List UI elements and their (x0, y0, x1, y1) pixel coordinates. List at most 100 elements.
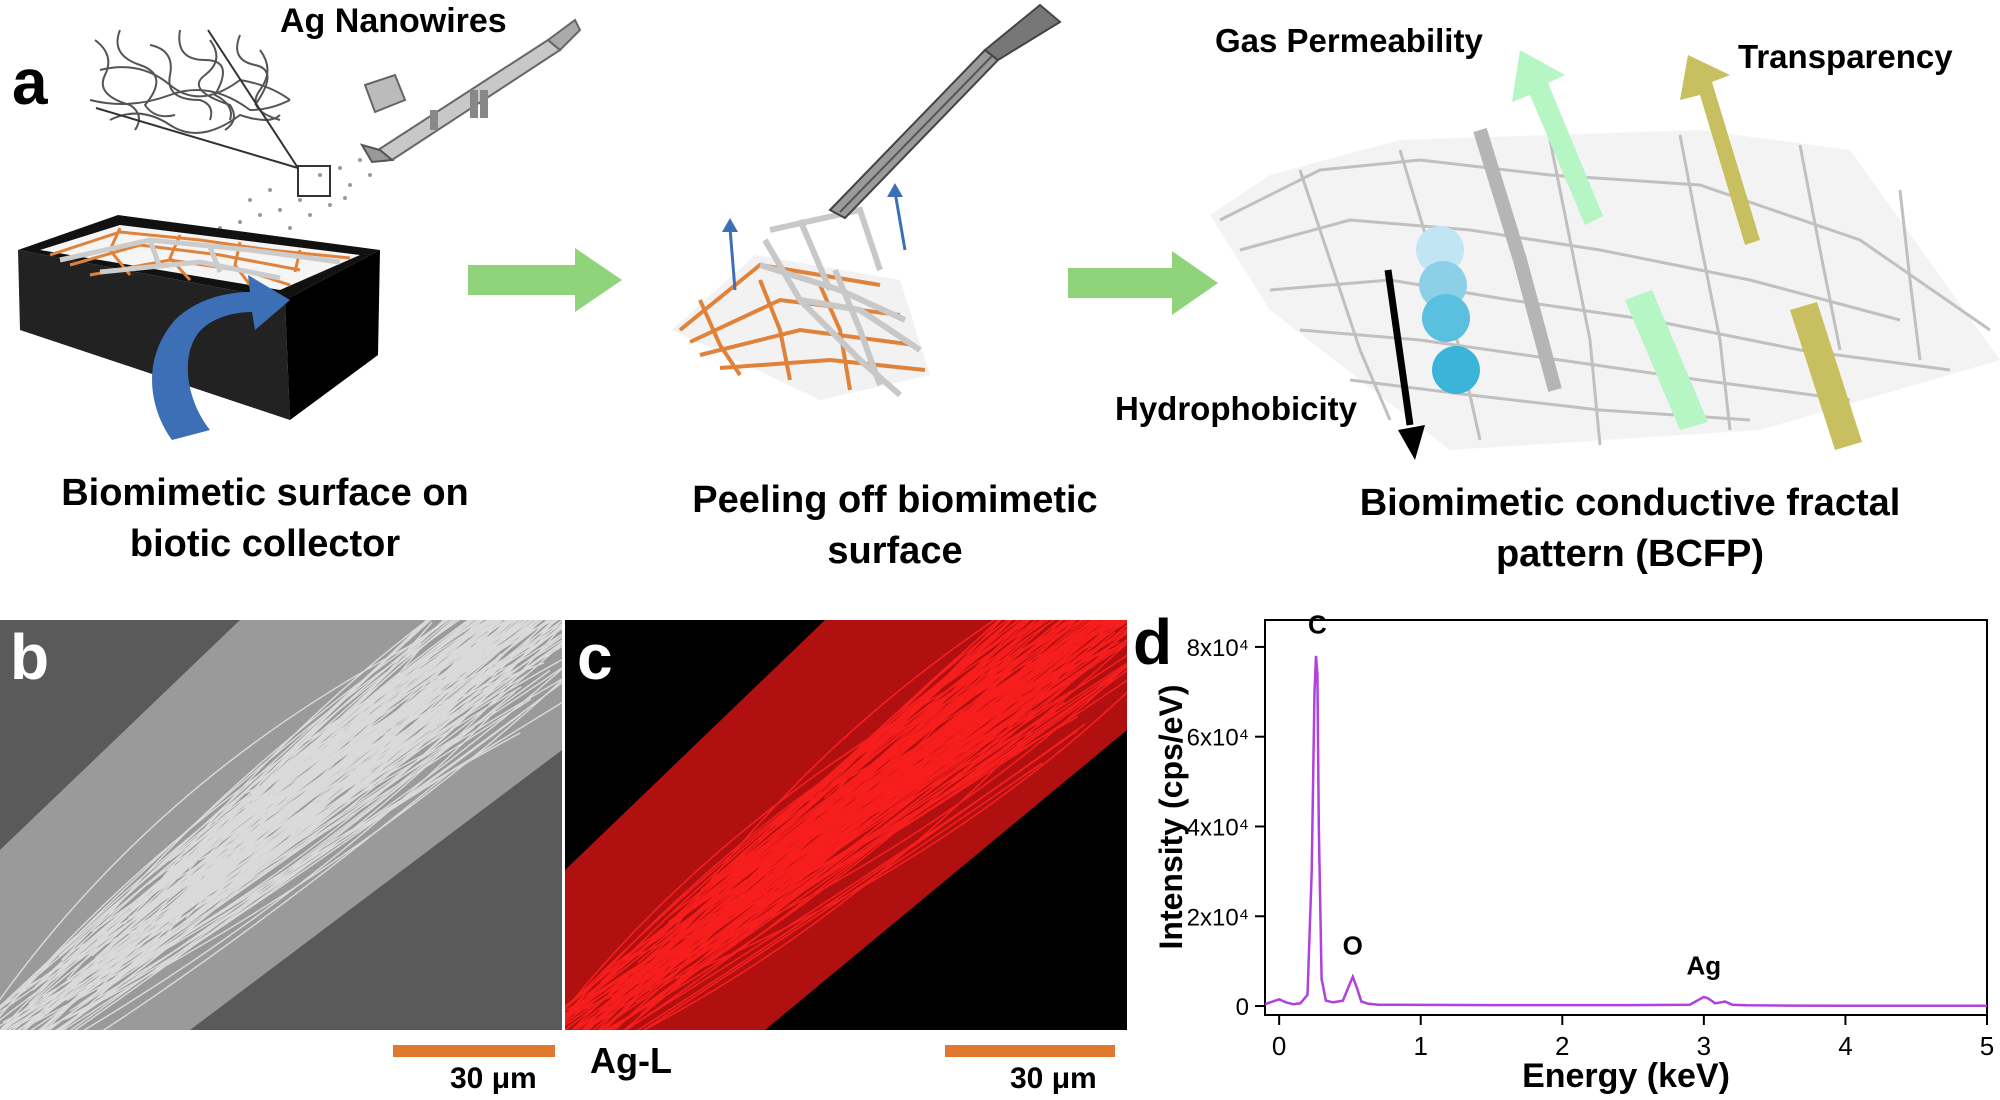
fiber-strand (674, 620, 1102, 957)
fiber-strand (758, 620, 1020, 843)
fiber-strand (807, 620, 1013, 827)
fiber-strand (565, 620, 1081, 1008)
x-tick-label: 3 (1697, 1031, 1711, 1061)
fiber-strand (64, 679, 562, 1021)
flow-arrow-1 (468, 248, 622, 312)
fiber-strand (83, 710, 497, 1030)
y-tick-label: 2x10⁴ (1187, 904, 1249, 931)
fiber-strand (253, 620, 528, 816)
fiber-strand (608, 636, 1030, 1003)
fiber-strand (675, 631, 1116, 987)
fiber-strand (642, 762, 1043, 1030)
fiber-strand (235, 620, 519, 879)
scale-bar-c (945, 1045, 1115, 1057)
fiber-strand (668, 679, 1127, 974)
fiber-strand (225, 620, 470, 838)
fiber-strand (57, 739, 501, 1030)
y-tick-label: 4x10⁴ (1187, 814, 1249, 841)
y-tick-label: 6x10⁴ (1187, 725, 1249, 752)
spray-cloud (198, 158, 387, 234)
fiber-strand (565, 677, 1075, 1019)
fiber-strand (725, 620, 1026, 873)
fiber-strand (113, 701, 562, 980)
peak-annotation-o: O (1343, 930, 1363, 960)
fiber-strand (55, 731, 465, 1030)
fiber-strand (585, 675, 1059, 1030)
fiber-strand (103, 620, 557, 982)
x-tick-label: 1 (1413, 1031, 1427, 1061)
transparency-arrow-top (1680, 55, 1760, 245)
fiber-strand (640, 620, 1074, 995)
panel-c-letter: c (577, 621, 613, 693)
x-tick-label: 4 (1838, 1031, 1852, 1061)
panel-a-illustration (18, 3, 2000, 460)
y-axis-label: Intensity (cps/eV) (1153, 685, 1189, 950)
scale-label-b: 30 μm (450, 1062, 537, 1095)
fiber-strand (770, 620, 1110, 860)
fiber-strand (674, 620, 996, 929)
fiber-strand (0, 667, 421, 1018)
eds-spectrum-chart: 0 1 2 3 4 5 0 2x10⁴ 4x10⁴ 6x10⁴ 8x10⁴ C O Ag Energy… (1153, 615, 1994, 1095)
fiber-strand (253, 620, 510, 823)
element-label-ag-l: Ag-L (590, 1040, 672, 1081)
fiber-strand (208, 620, 515, 839)
y-tick-label: 8x10⁴ (1187, 635, 1249, 662)
fiber-strand (190, 620, 495, 892)
transparency-arrow-bottom (1790, 302, 1862, 450)
gas-arrow-top (1512, 50, 1603, 225)
fiber-strand (802, 620, 1115, 853)
fiber-strand (763, 665, 1127, 896)
biotic-collector-box (18, 215, 380, 420)
fiber-strand (649, 620, 1031, 942)
fiber-strand (0, 667, 511, 1013)
fiber-strand (583, 727, 984, 1030)
flow-arrow-2 (1068, 251, 1218, 315)
fiber-strand (747, 631, 1127, 862)
fiber-strand (0, 631, 469, 1030)
fiber-strand (191, 620, 535, 902)
panel-d-letter: d (1133, 606, 1173, 678)
fiber-strand (162, 620, 500, 939)
caption-peeling-off: Peeling off biomimetic surface (692, 479, 1098, 573)
fiber-strand (575, 620, 1075, 1000)
panel-b-letter: b (10, 621, 50, 693)
fiber-strand (133, 620, 480, 942)
fiber-strand (231, 620, 503, 821)
plot-frame (1264, 619, 1988, 1016)
fiber-strand (107, 620, 449, 917)
spectrum-series-line (1264, 655, 1987, 1008)
fiber-strand (214, 620, 428, 823)
fiber-strand (623, 730, 1078, 1030)
nanowire-inset (89, 29, 291, 134)
water-droplets (1416, 226, 1480, 394)
fiber-strand (609, 738, 1020, 1030)
fiber-strand (62, 713, 522, 1030)
fiber-strand (48, 620, 445, 981)
gas-arrow-bottom (1625, 290, 1708, 430)
eds-map-panel (565, 620, 1127, 1030)
fiber-strand (642, 712, 1050, 1030)
y-tick-label: 0 (1236, 994, 1249, 1021)
fiber-strand (69, 669, 551, 1012)
fiber-strand (675, 691, 1127, 980)
zoom-box (297, 165, 331, 197)
fiber-strand (599, 709, 1033, 1030)
scale-label-c: 30 μm (1010, 1062, 1097, 1095)
fiber-strand (707, 620, 1108, 932)
fiber-strand (22, 656, 527, 1030)
ag-nanowires-label: Ag Nanowires (280, 2, 507, 40)
scale-bar-b (393, 1045, 555, 1057)
peeling-mesh (672, 183, 930, 400)
x-tick-label: 2 (1555, 1031, 1569, 1061)
fiber-strand (150, 620, 521, 928)
tweezers-icon (828, 3, 1062, 220)
fiber-strand (41, 725, 438, 1030)
fiber-strand (229, 620, 449, 815)
x-tick-label: 0 (1272, 1031, 1286, 1061)
fiber-strand (167, 620, 533, 872)
fiber-strand (73, 690, 516, 1030)
caption-biomimetic-surface: Biomimetic surface on biotic collector (61, 472, 469, 566)
fiber-strand (46, 644, 533, 1015)
caption-bcfp: Biomimetic conductive fractal pattern (BC… (1359, 482, 1901, 576)
fiber-strand (100, 620, 517, 942)
